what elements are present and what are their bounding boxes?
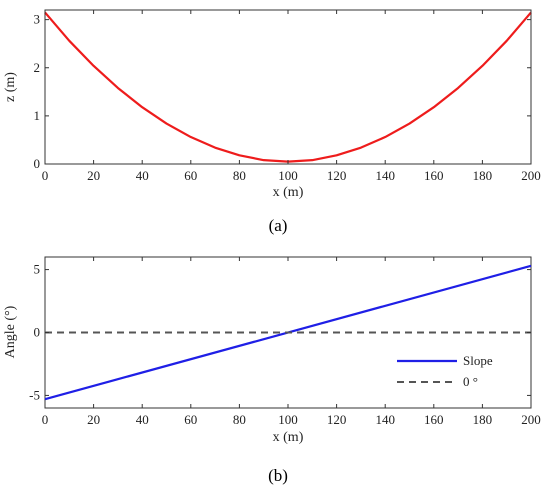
panel-a-x-tick-label: 120 <box>327 168 347 183</box>
panel-b-x-tick-label: 20 <box>87 412 100 427</box>
panel-a-series-line-1 <box>44 11 532 163</box>
panel-b-y-tick-label: 5 <box>34 262 41 277</box>
panel-b-x-tick-label: 120 <box>327 412 347 427</box>
panel-a-x-tick-label: 100 <box>278 168 298 183</box>
panel-b-x-tick-label: 160 <box>424 412 444 427</box>
panel-a-profile-chart: 0 20 40 60 80 100 120 140 160 180 200 0 1 2 3 x (m) z… <box>3 9 541 235</box>
panel-b-caption: (b) <box>268 466 288 485</box>
panel-b-marks <box>44 264 532 401</box>
panel-a-x-tick-label: 140 <box>375 168 395 183</box>
panel-b-x-tick-label: 200 <box>521 412 541 427</box>
panel-b-x-tick-label: 0 <box>42 412 49 427</box>
panel-a-y-tick-label: 3 <box>34 12 41 27</box>
panel-a-x-tick-label: 20 <box>87 168 100 183</box>
panel-b-x-tick-label: 100 <box>278 412 298 427</box>
panel-a-y-tick-label: 2 <box>34 60 41 75</box>
panel-a-x-tick-label: 80 <box>233 168 246 183</box>
panel-b-x-ticks: 0 20 40 60 80 100 120 140 160 180 200 <box>42 257 541 427</box>
panel-b-x-tick-label: 40 <box>136 412 149 427</box>
panel-a-y-tick-label: 0 <box>34 156 41 171</box>
panel-a-marks <box>44 11 532 163</box>
panel-a-x-tick-label: 160 <box>424 168 444 183</box>
panel-b-angle-chart: 0 20 40 60 80 100 120 140 160 180 200 -505 x (m) A… <box>3 256 541 485</box>
panel-a-x-tick-label: 180 <box>473 168 493 183</box>
panel-b-y-tick-label: 0 <box>34 325 41 340</box>
legend-label-1: Slope <box>463 353 493 368</box>
panel-b-x-tick-label: 80 <box>233 412 246 427</box>
panel-a-x-axis-label: x (m) <box>273 185 304 200</box>
panel-b-x-axis-label: x (m) <box>273 430 304 445</box>
panel-b-legend: Slope 0 ° <box>397 353 493 389</box>
panel-b-x-tick-label: 60 <box>184 412 197 427</box>
panel-b-x-tick-label: 140 <box>375 412 395 427</box>
panel-b-y-tick-label: -5 <box>29 387 40 402</box>
panel-a-y-tick-label: 1 <box>34 108 41 123</box>
panel-b-y-axis-label: Angle (°) <box>3 305 18 358</box>
panel-b-y-ticks: -5 0 5 <box>29 262 531 402</box>
panel-a-x-ticks: 0 20 40 60 80 100 120 140 160 180 200 <box>42 10 541 183</box>
panel-a-x-tick-label: 60 <box>184 168 197 183</box>
panel-a-x-tick-label: 40 <box>136 168 149 183</box>
panel-a-caption: (a) <box>269 216 288 235</box>
panel-a-y-ticks: 0 1 2 3 <box>34 12 531 171</box>
panel-a-x-tick-label: 0 <box>42 168 49 183</box>
legend-label-2: 0 ° <box>463 374 478 389</box>
panel-a-x-tick-label: 200 <box>521 168 541 183</box>
panel-a-y-axis-label: z (m) <box>3 72 18 102</box>
panel-b-x-tick-label: 180 <box>473 412 493 427</box>
